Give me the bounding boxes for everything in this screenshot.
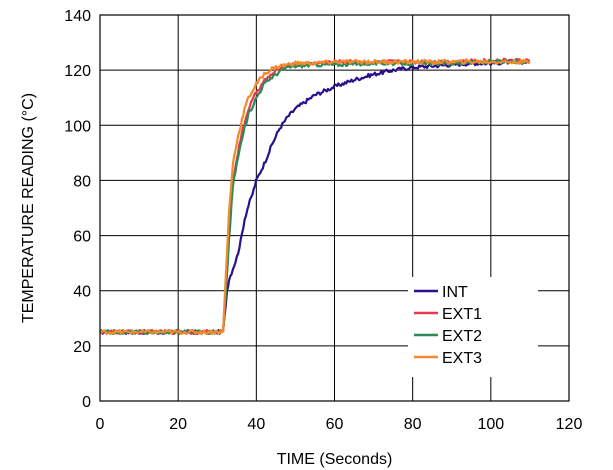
- legend-label-int: INT: [442, 284, 468, 301]
- y-tick-label: 20: [73, 339, 91, 356]
- series-lines: [99, 57, 531, 336]
- legend-label-ext2: EXT2: [442, 328, 482, 345]
- x-tick-label: 120: [556, 416, 583, 433]
- y-axis-label: TEMPERATURE READING (°C): [20, 93, 37, 323]
- y-tick-labels: 0 20 40 60 80 100 120 140: [64, 8, 91, 411]
- x-tick-labels: 0 20 40 60 80 100 120: [96, 416, 583, 433]
- x-tick-label: 0: [96, 416, 105, 433]
- y-tick-label: 100: [64, 118, 91, 135]
- y-tick-label: 80: [73, 173, 91, 190]
- legend: INT EXT1 EXT2 EXT3: [408, 277, 538, 377]
- y-tick-label: 60: [73, 229, 91, 246]
- legend-background: [408, 277, 538, 377]
- y-tick-label: 120: [64, 63, 91, 80]
- y-tick-label: 140: [64, 8, 91, 25]
- x-tick-label: 20: [169, 416, 187, 433]
- legend-label-ext1: EXT1: [442, 306, 482, 323]
- x-tick-label: 80: [404, 416, 422, 433]
- plot-frame: [99, 14, 570, 402]
- grid-lines: [99, 14, 570, 402]
- y-tick-label: 40: [73, 284, 91, 301]
- x-tick-label: 40: [247, 416, 265, 433]
- y-tick-label: 0: [82, 394, 91, 411]
- x-tick-label: 100: [477, 416, 504, 433]
- x-tick-label: 60: [326, 416, 344, 433]
- legend-label-ext3: EXT3: [442, 350, 482, 367]
- series-line-ext3: [99, 58, 531, 336]
- x-axis-label: TIME (Seconds): [277, 451, 393, 468]
